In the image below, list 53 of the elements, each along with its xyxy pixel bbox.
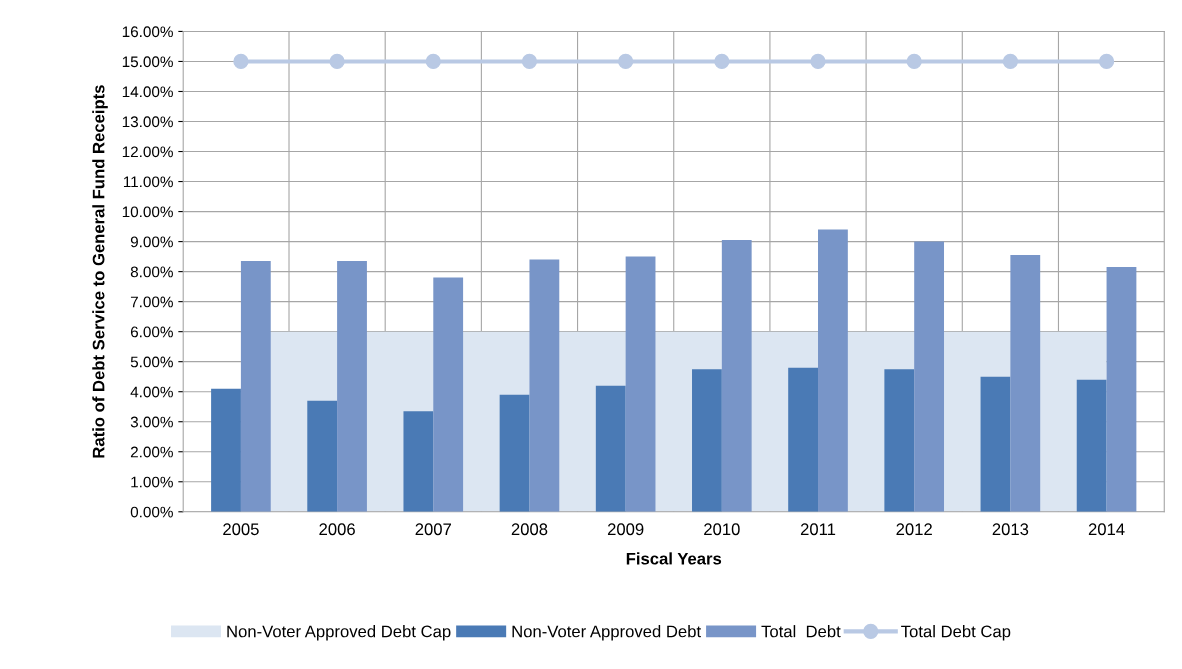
bar (499, 394, 530, 512)
bar (1106, 267, 1137, 512)
y-tick-label: 12.00% (122, 146, 173, 158)
y-tick-label: 14.00% (122, 86, 173, 98)
y-tick-label: 1.00% (131, 476, 173, 488)
y-tick-label: 11.00% (123, 176, 173, 188)
x-tick-label: 2011 (800, 523, 836, 536)
bar (788, 367, 819, 512)
bar (1076, 379, 1107, 512)
bar (1010, 255, 1041, 512)
bar (595, 385, 626, 512)
bar (692, 369, 722, 512)
x-tick-label: 2005 (223, 523, 259, 536)
y-tick-label: 2.00% (130, 446, 173, 458)
bar (818, 229, 848, 512)
y-tick-label: 0.00% (130, 506, 173, 518)
y-tick-label: 7.00% (130, 296, 173, 308)
y-tick-label: 8.00% (130, 266, 173, 278)
bar (403, 411, 434, 512)
bar (337, 261, 367, 512)
bar (884, 369, 915, 512)
bar (211, 388, 241, 512)
y-tick-label: 13.00% (122, 116, 173, 128)
bar (307, 400, 338, 512)
x-tick-label: 2012 (896, 523, 932, 536)
y-axis-title: Ratio of Debt Service to General Fund Receipts (92, 85, 108, 458)
y-tick-label: 16.00% (122, 26, 173, 38)
x-axis-title: Fiscal Years (626, 552, 722, 565)
bar (240, 261, 271, 512)
y-tick-label: 6.00% (130, 326, 173, 338)
x-tick-label: 2007 (415, 523, 451, 536)
x-tick-label: 2008 (511, 523, 548, 536)
y-tick-label: 15.00% (122, 56, 173, 68)
x-tick-label: 2006 (319, 523, 355, 536)
bar (625, 256, 656, 512)
legend-label: Total Debt (761, 625, 841, 638)
x-tick-label: 2009 (607, 523, 644, 536)
bar (721, 240, 752, 512)
bar (914, 241, 945, 512)
y-tick-label: 10.00% (122, 206, 173, 218)
legend-label: Total Debt Cap (901, 625, 1011, 641)
bar (433, 277, 464, 512)
bar (980, 376, 1011, 512)
y-tick-label: 3.00% (130, 416, 173, 428)
x-tick-label: 2014 (1088, 523, 1125, 536)
legend-label: Non-Voter Approved Debt (512, 625, 701, 641)
legend-label: Non-Voter Approved Debt Cap (227, 625, 451, 641)
x-tick-label: 2013 (992, 523, 1029, 536)
y-tick-label: 9.00% (130, 236, 173, 248)
bar (529, 259, 560, 512)
y-tick-label: 4.00% (130, 386, 173, 398)
x-tick-label: 2010 (704, 523, 740, 536)
y-tick-label: 5.00% (130, 356, 173, 368)
